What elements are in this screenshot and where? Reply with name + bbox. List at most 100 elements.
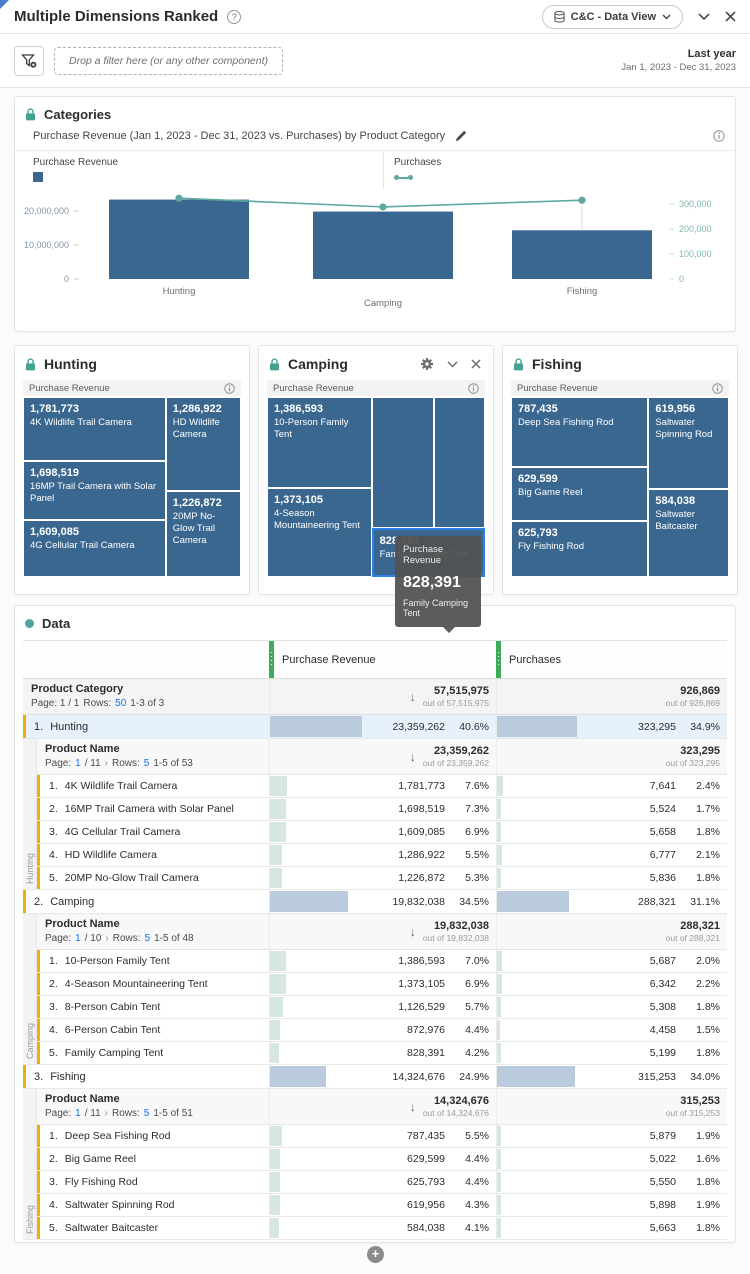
treemap-cell[interactable]: 1,286,922 HD Wildlife Camera [165,397,241,491]
info-icon[interactable] [468,382,479,394]
edit-pencil-icon[interactable] [455,130,467,142]
treemap-cell[interactable]: 619,956 Saltwater Spinning Rod [648,397,729,489]
value-bar [270,822,286,842]
metric-pct: 4.4% [465,1153,489,1165]
product-row[interactable]: 3. Fly Fishing Rod 625,793 4.4% 5,550 1.8% [37,1171,727,1194]
metric-pct: 1.8% [696,826,720,838]
pagination: Page: 1 / 1 Rows: 50 1-3 of 3 [31,698,269,709]
page-link[interactable]: 1 [75,1108,81,1119]
metric-pct: 1.8% [696,1001,720,1013]
page-link[interactable]: 1 [75,758,81,769]
product-row[interactable]: 1. 10-Person Family Tent 1,386,593 7.0% 5,… [37,950,727,973]
product-row[interactable]: 1. Deep Sea Fishing Rod 787,435 5.5% 5,879… [37,1125,727,1148]
metric-total: 315,253 [680,1095,720,1107]
treemap-metric-header: Purchase Revenue [511,380,729,396]
treemap-cell[interactable] [371,397,434,528]
sort-descending-icon[interactable]: ↓ [409,1099,416,1114]
svg-text:20,000,000: 20,000,000 [24,206,69,216]
metric-value: 1,386,593 [398,955,445,967]
categories-chart[interactable]: 20,000,000 10,000,000 0 300,000 200,000 100,0… [23,188,729,322]
row-label: 8-Person Cabin Tent [64,1001,161,1013]
row-range: 1-3 of 3 [130,698,165,709]
treemap-cell[interactable]: 584,038 Saltwater Baitcaster [648,488,729,577]
category-row-fishing[interactable]: 3. Fishing 14,324,676 24.9% 315,253 34.0% [23,1065,727,1089]
next-page-chevron[interactable]: › [104,758,108,769]
treemap-cell[interactable]: 625,793 Fly Fishing Rod [511,521,649,577]
filter-drop-zone[interactable]: Drop a filter here (or any other compone… [54,46,284,75]
gear-icon[interactable] [420,357,434,371]
treemap-cell[interactable]: 629,599 Big Game Reel [511,467,649,522]
sort-descending-icon[interactable]: ↓ [409,689,416,704]
column-drag-handle[interactable] [496,641,501,678]
product-row[interactable]: 5. Saltwater Baitcaster 584,038 4.1% 5,663… [37,1217,727,1240]
treemap-cell[interactable]: 1,781,773 4K Wildlife Trail Camera [23,397,166,461]
rows-value-link[interactable]: 5 [143,1108,150,1119]
metric-pct: 5.5% [465,849,489,861]
segment-filter-button[interactable] [14,45,44,76]
treemap-cell[interactable] [433,397,485,528]
treemap-cell[interactable]: 787,435 Deep Sea Fishing Rod [511,397,649,468]
row-label: Fly Fishing Rod [64,1176,138,1188]
metric-pct: 5.3% [465,872,489,884]
section-gutter: Hunting [23,739,37,890]
metric-value: 5,308 [649,1001,676,1013]
product-row[interactable]: 3. 4G Cellular Trail Camera 1,609,085 6.9%… [37,821,727,844]
collapse-chevron-icon[interactable] [698,12,710,21]
info-icon[interactable] [712,382,723,394]
metric-total: 926,869 [680,685,720,697]
page-link[interactable]: 1 [75,933,81,944]
row-number: 3. [49,1176,58,1188]
treemap-cell[interactable]: 1,226,872 20MP No-Glow Trail Camera [165,490,241,577]
next-page-chevron[interactable]: › [105,933,109,944]
product-row[interactable]: 5. 20MP No-Glow Trail Camera 1,226,872 5.3… [37,867,727,890]
column-drag-handle[interactable] [269,641,274,678]
add-panel-button[interactable]: + [367,1246,384,1263]
column-header-purchases[interactable]: Purchases [496,641,727,678]
product-row[interactable]: 2. 16MP Trail Camera with Solar Panel 1,6… [37,798,727,821]
treemap-cell[interactable]: 1,373,105 4-Season Mountaineering Tent [267,487,372,577]
metric-value: 619,956 [407,1199,445,1211]
treemap-cell[interactable]: 1,698,519 16MP Trail Camera with Solar P… [23,460,166,521]
rows-value-link[interactable]: 50 [115,698,127,709]
metric-total: 23,359,262 [433,745,489,757]
treemap-cell[interactable]: 1,609,085 4G Cellular Trail Camera [23,520,166,577]
metric-outof: out of 288,321 [665,933,720,943]
tooltip-name: Family Camping Tent [403,598,469,618]
product-row[interactable]: 2. 4-Season Mountaineering Tent 1,373,105… [37,973,727,996]
product-row[interactable]: 1. 4K Wildlife Trail Camera 1,781,773 7.6%… [37,775,727,798]
rows-value-link[interactable]: 5 [143,758,150,769]
metric-pct: 4.3% [465,1199,489,1211]
product-row[interactable]: 4. 6-Person Cabin Tent 872,976 4.4% 4,458 1… [37,1019,727,1042]
row-number: 5. [49,1222,58,1234]
metric-value: 1,226,872 [398,872,445,884]
metric-pct: 4.4% [465,1024,489,1036]
category-row-hunting[interactable]: 1. Hunting 23,359,262 40.6% 323,295 34.9% [23,715,727,739]
data-panel: Data Purchase Revenue Purchases Product … [14,605,736,1243]
treemap-cell[interactable]: 1,386,593 10-Person Family Tent [267,397,372,488]
category-row-camping[interactable]: 2. Camping 19,832,038 34.5% 288,321 31.1% [23,890,727,914]
help-icon[interactable]: ? [227,9,242,24]
product-row[interactable]: 2. Big Game Reel 629,599 4.4% 5,022 1.6% [37,1148,727,1171]
metric-pct: 5.5% [465,1130,489,1142]
product-row[interactable]: 4. Saltwater Spinning Rod 619,956 4.3% 5,8… [37,1194,727,1217]
metric-value: 1,609,085 [398,826,445,838]
column-header-purchase-revenue[interactable]: Purchase Revenue [269,641,496,678]
date-range[interactable]: Last year Jan 1, 2023 - Dec 31, 2023 [621,48,736,73]
metric-outof: out of 23,359,262 [422,758,489,768]
row-number: 3. [34,1070,44,1083]
sort-descending-icon[interactable]: ↓ [409,924,416,939]
svg-text:10,000,000: 10,000,000 [24,240,69,250]
metric-value: 1,698,519 [398,803,445,815]
chevron-down-icon[interactable] [447,360,458,368]
product-row[interactable]: 5. Family Camping Tent 828,391 4.2% 5,199 1… [37,1042,727,1065]
product-row[interactable]: 4. HD Wildlife Camera 1,286,922 5.5% 6,777… [37,844,727,867]
product-row[interactable]: 3. 8-Person Cabin Tent 1,126,529 5.7% 5,30… [37,996,727,1019]
next-page-chevron[interactable]: › [104,1108,108,1119]
rows-value-link[interactable]: 5 [144,933,151,944]
close-icon[interactable] [471,359,481,369]
info-icon[interactable] [713,130,725,142]
sort-descending-icon[interactable]: ↓ [409,749,416,764]
info-icon[interactable] [224,382,235,394]
close-icon[interactable] [725,11,736,22]
dataview-selector[interactable]: C&C - Data View [541,4,683,29]
